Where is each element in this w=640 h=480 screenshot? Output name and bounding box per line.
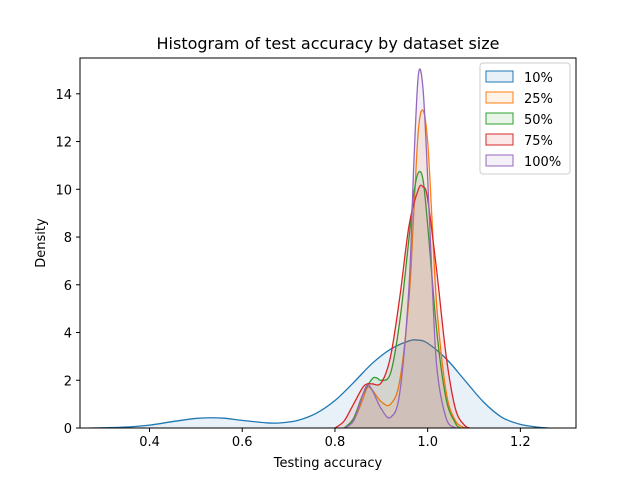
y-tick-label: 2 bbox=[64, 374, 72, 389]
legend-swatch bbox=[485, 112, 514, 125]
legend-swatch bbox=[485, 154, 514, 167]
density-area-3 bbox=[344, 171, 461, 428]
legend-swatch bbox=[485, 70, 514, 83]
x-tick-label: 1.2 bbox=[510, 435, 531, 450]
axes-layer bbox=[79, 57, 577, 429]
y-axis-label: Density bbox=[34, 218, 49, 268]
density-line-4 bbox=[334, 184, 470, 428]
legend-label: 10% bbox=[524, 71, 553, 86]
density-line-3 bbox=[343, 170, 461, 428]
series-layer bbox=[89, 68, 549, 428]
x-axis-ticks: 0.4 0.6 0.8 1.0 1.2 bbox=[139, 428, 531, 450]
x-tick-label: 1.0 bbox=[417, 435, 438, 450]
legend-label: 25% bbox=[524, 92, 553, 107]
density-area-4 bbox=[334, 185, 470, 428]
x-tick-label: 0.6 bbox=[232, 435, 253, 450]
y-tick-label: 4 bbox=[64, 327, 72, 342]
legend-label: 100% bbox=[524, 155, 561, 170]
density-area-1 bbox=[89, 339, 549, 428]
y-tick-label: 12 bbox=[55, 136, 72, 151]
y-tick-label: 14 bbox=[55, 88, 72, 103]
legend: 10% 25% 50% 75% 100% bbox=[479, 62, 571, 175]
legend-frame bbox=[479, 62, 571, 175]
density-line-5 bbox=[343, 68, 456, 428]
density-area-2 bbox=[344, 110, 465, 428]
legend-swatch bbox=[485, 91, 514, 104]
density-line-1 bbox=[89, 339, 549, 428]
chart-title: Histogram of test accuracy by dataset si… bbox=[157, 34, 500, 53]
legend-label: 50% bbox=[524, 113, 553, 128]
y-tick-label: 0 bbox=[64, 422, 72, 437]
density-area-5 bbox=[344, 68, 456, 428]
legend-swatch bbox=[485, 133, 514, 146]
y-axis-ticks: 0 2 4 6 8 10 12 14 bbox=[55, 88, 80, 437]
density-line-2 bbox=[343, 109, 466, 428]
legend-label: 75% bbox=[524, 134, 553, 149]
x-tick-label: 0.4 bbox=[139, 435, 160, 450]
plot-frame bbox=[79, 57, 577, 429]
y-tick-label: 6 bbox=[64, 279, 72, 294]
x-axis-label: Testing accuracy bbox=[273, 456, 383, 471]
x-tick-label: 0.8 bbox=[325, 435, 346, 450]
y-tick-label: 8 bbox=[64, 231, 72, 246]
y-tick-label: 10 bbox=[55, 183, 72, 198]
